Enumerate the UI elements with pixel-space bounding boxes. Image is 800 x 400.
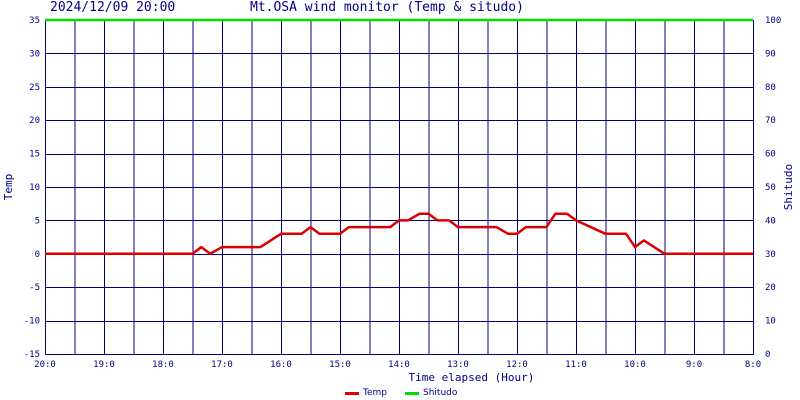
legend-item-temp: Temp (345, 388, 387, 398)
y-tick-label-left: 15 (29, 150, 40, 160)
x-tick-label: 10:0 (624, 360, 646, 370)
x-tick-label: 15:0 (329, 360, 351, 370)
y-tick-label-right: 100 (765, 16, 781, 26)
x-tick-label: 14:0 (388, 360, 410, 370)
y-tick-label-right: 50 (765, 183, 776, 193)
x-tick-label: 18:0 (152, 360, 174, 370)
x-tick-label: 17:0 (211, 360, 233, 370)
y-tick-label-left: 25 (29, 83, 40, 93)
y-axis-label-right: Shitudo (782, 164, 795, 210)
y-tick-label-left: -5 (29, 283, 40, 293)
x-tick-label: 9:0 (686, 360, 702, 370)
x-tick-label: 8:0 (745, 360, 761, 370)
legend-swatch-temp (345, 391, 359, 395)
legend-swatch-situdo (405, 391, 419, 395)
legend-label-situdo: Shitudo (423, 388, 458, 398)
y-tick-label-right: 10 (765, 317, 776, 327)
x-tick-label: 12:0 (506, 360, 528, 370)
y-axis-label-left: Temp (2, 174, 15, 201)
y-tick-label-left: 0 (35, 250, 40, 260)
x-tick-label: 13:0 (447, 360, 469, 370)
series-line-temp (45, 212, 753, 256)
x-tick-label: 11:0 (565, 360, 587, 370)
y-tick-label-right: 0 (765, 350, 770, 360)
y-tick-label-left: 5 (35, 216, 40, 226)
timestamp: 2024/12/09 20:00 (50, 0, 176, 15)
legend-label-temp: Temp (363, 388, 387, 398)
y-tick-label-right: 60 (765, 150, 776, 160)
y-tick-label-right: 20 (765, 283, 776, 293)
y-tick-label-left: -15 (24, 350, 40, 360)
x-tick-label: 16:0 (270, 360, 292, 370)
x-axis-label: Time elapsed (Hour) (409, 371, 535, 384)
y-tick-label-left: 20 (29, 116, 40, 126)
y-tick-label-right: 30 (765, 250, 776, 260)
chart-title: Mt.OSA wind monitor (Temp & situdo) (250, 0, 524, 15)
x-tick-label: 19:0 (93, 360, 115, 370)
y-tick-label-left: -10 (24, 317, 40, 327)
y-tick-label-right: 40 (765, 216, 776, 226)
y-tick-label-left: 30 (29, 49, 40, 59)
y-tick-label-right: 80 (765, 83, 776, 93)
y-tick-label-left: 10 (29, 183, 40, 193)
x-tick-label: 20:0 (34, 360, 56, 370)
y-tick-label-left: 35 (29, 16, 40, 26)
legend-item-situdo: Shitudo (405, 388, 457, 398)
y-tick-label-right: 90 (765, 49, 776, 59)
y-tick-label-right: 70 (765, 116, 776, 126)
